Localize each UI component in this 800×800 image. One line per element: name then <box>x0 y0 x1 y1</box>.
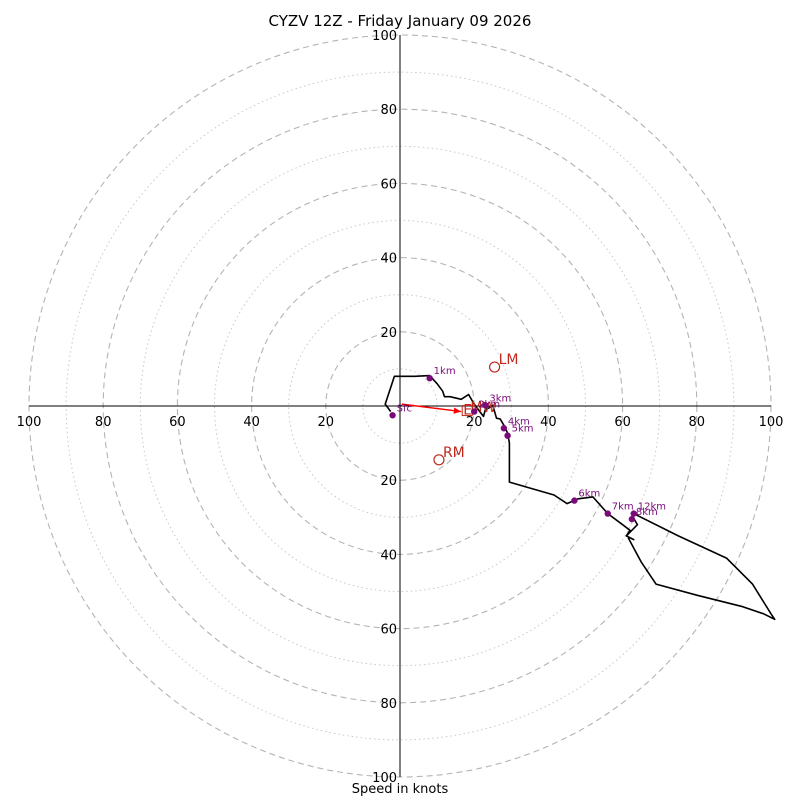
height-marker-1km <box>426 374 433 382</box>
x-tick-label: 100 <box>759 415 784 430</box>
height-marker-12km <box>630 510 637 517</box>
height-label-3km: 3km <box>489 393 511 404</box>
wind-profile-line <box>384 374 776 621</box>
height-marker-4km <box>500 425 508 432</box>
x-tick-label: 20 <box>466 415 483 430</box>
storm-motion-rm-marker <box>433 454 445 466</box>
height-marker-3km <box>482 402 489 409</box>
storm-motion-lm-label: LM <box>499 352 519 368</box>
x-tick-label: 60 <box>169 415 186 430</box>
height-label-5km: 5km <box>512 424 534 435</box>
x-tick-label: 20 <box>318 415 335 430</box>
storm-motion-rm-label: RM <box>443 445 465 461</box>
x-tick-label: 40 <box>540 415 557 430</box>
y-tick-label: 20 <box>380 474 397 489</box>
x-tick-labels: 100 80 60 40 20 20 40 60 80 100 <box>17 415 784 430</box>
x-tick-label: 100 <box>17 415 42 430</box>
height-marker-5km <box>504 432 511 439</box>
x-tick-label: 60 <box>614 415 631 430</box>
y-tick-label: 100 <box>372 29 397 44</box>
height-label-12km: 12km <box>638 502 666 513</box>
shear-vector-line <box>401 403 462 413</box>
height-marker-Sfc <box>389 412 396 419</box>
height-label-6km: 6km <box>578 489 600 500</box>
storm-motion-lm-marker <box>489 361 501 373</box>
y-tick-labels: 100 80 60 40 20 20 40 60 80 100 <box>372 29 397 786</box>
height-label-2km: 2km <box>478 400 500 411</box>
shear-vector-label: E <box>463 403 472 419</box>
y-tick-label: 60 <box>380 177 397 192</box>
shear-vector-arrowhead <box>453 407 462 414</box>
x-tick-label: 80 <box>689 415 706 430</box>
height-marker-2km <box>471 408 478 415</box>
y-tick-label: 80 <box>380 697 397 712</box>
height-label-8km: 8km <box>636 507 658 518</box>
y-tick-label: 100 <box>372 771 397 786</box>
height-label-4km: 4km <box>508 416 530 427</box>
y-tick-label: 60 <box>380 623 397 638</box>
chart-title: CYZV 12Z - Friday January 09 2026 <box>268 12 532 30</box>
y-tick-label: 40 <box>380 252 397 267</box>
height-label-1km: 1km <box>434 366 456 377</box>
y-tick-label: 40 <box>380 548 397 563</box>
x-axis-label: Speed in knots <box>351 782 449 797</box>
height-label-7km: 7km <box>612 502 634 513</box>
height-marker-8km <box>628 515 636 523</box>
y-tick-label: 20 <box>380 326 397 341</box>
x-tick-label: 40 <box>243 415 260 430</box>
height-marker-6km <box>571 497 578 504</box>
x-tick-label: 80 <box>95 415 112 430</box>
y-tick-label: 80 <box>380 103 397 118</box>
height-marker-7km <box>604 510 611 517</box>
height-label-Sfc: Sfc <box>397 403 412 414</box>
